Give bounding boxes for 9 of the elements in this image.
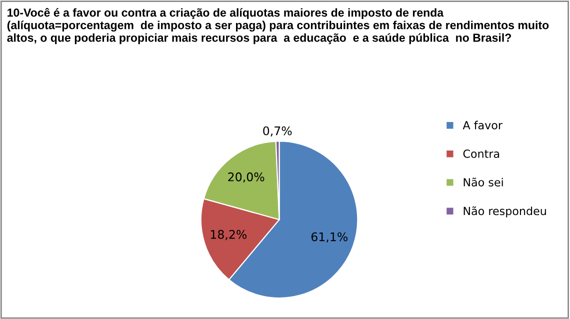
- legend-label: Contra: [463, 150, 500, 158]
- data-label: 20,0%: [228, 172, 264, 183]
- data-label: 18,2%: [210, 230, 247, 240]
- legend-label: Não sei: [464, 178, 503, 186]
- data-label: 61,1%: [311, 232, 348, 242]
- legend-label: A favor: [462, 120, 503, 130]
- data-label: 0,7%: [263, 126, 292, 136]
- legend-label: Não respondeu: [464, 206, 546, 218]
- chart-title: 10-Você é a favor ou contra a criação de alíquotas maiores de imposto de renda (alíquota=porcentagem de imposto a ser paga) para contribuintes em faixas de rendimentos muito altos, o que poderia propiciar mais recursos para a educação e a saúde pública no Brasil?: [7, 8, 549, 44]
